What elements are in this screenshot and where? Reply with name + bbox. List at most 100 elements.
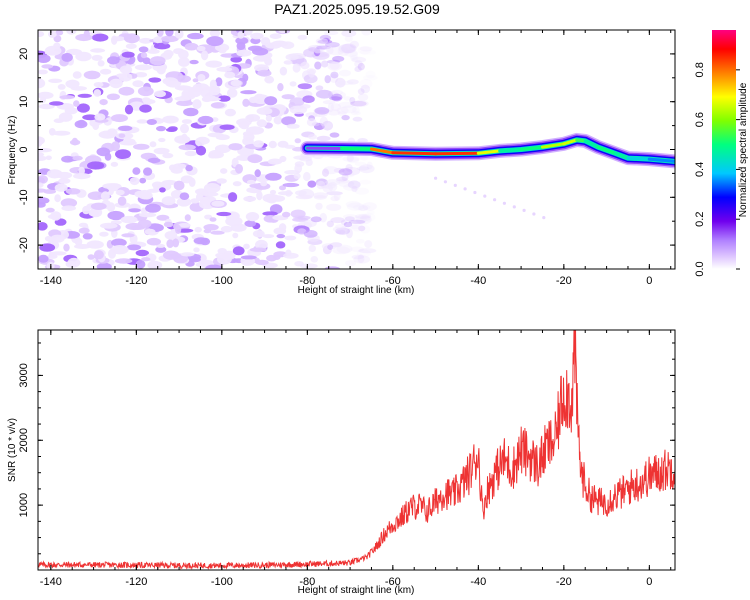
noise-blob bbox=[284, 170, 300, 175]
colorbar-tick-label: 0.8 bbox=[694, 62, 706, 77]
colorbar-tick-label: 0.4 bbox=[694, 162, 706, 177]
noise-blob bbox=[88, 209, 99, 217]
noise-blob bbox=[195, 145, 207, 156]
noise-blob bbox=[141, 97, 151, 103]
y-tick-label: -10 bbox=[18, 189, 30, 205]
noise-blob bbox=[310, 255, 319, 263]
noise-blob bbox=[226, 88, 238, 98]
noise-blob bbox=[345, 228, 353, 239]
noise-blob bbox=[161, 35, 179, 43]
noise-blob bbox=[118, 86, 135, 96]
noise-blob bbox=[44, 51, 61, 55]
x-tick-label: -20 bbox=[556, 576, 572, 588]
noise-blob bbox=[107, 56, 120, 65]
noise-blob bbox=[255, 259, 269, 265]
noise-blob bbox=[327, 109, 341, 116]
noise-blob bbox=[58, 112, 73, 122]
noise-blob bbox=[66, 30, 77, 35]
noise-blob bbox=[128, 208, 142, 213]
noise-blob bbox=[73, 100, 80, 107]
noise-blob bbox=[262, 234, 275, 239]
noise-blob bbox=[232, 181, 242, 187]
noise-blob bbox=[314, 61, 322, 70]
noise-blob bbox=[342, 166, 361, 176]
noise-blob bbox=[172, 238, 180, 248]
noise-blob bbox=[54, 194, 61, 203]
x-tick-label: -40 bbox=[470, 576, 486, 588]
noise-blob bbox=[356, 249, 371, 258]
noise-blob bbox=[308, 244, 316, 252]
noise-blob bbox=[72, 71, 82, 79]
noise-blob bbox=[209, 30, 221, 38]
noise-blob bbox=[205, 60, 223, 68]
noise-blob bbox=[336, 107, 349, 114]
noise-blob bbox=[65, 79, 80, 89]
noise-blob bbox=[366, 161, 373, 170]
noise-blob bbox=[143, 167, 153, 176]
noise-blob bbox=[82, 233, 93, 240]
noise-blob bbox=[277, 83, 284, 92]
noise-blob bbox=[242, 98, 250, 107]
noise-blob bbox=[350, 111, 361, 116]
noise-blob bbox=[38, 137, 43, 147]
x-tick-label: 0 bbox=[646, 576, 652, 588]
noise-blob bbox=[336, 176, 348, 182]
noise-blob bbox=[297, 83, 313, 90]
x-tick-label: -20 bbox=[556, 275, 572, 287]
noise-blob bbox=[38, 222, 48, 231]
x-tick-label: -80 bbox=[299, 576, 315, 588]
noise-blob bbox=[279, 66, 288, 76]
noise-blob bbox=[38, 155, 47, 161]
noise-blob bbox=[265, 172, 282, 181]
noise-blob bbox=[216, 178, 227, 184]
noise-blob bbox=[146, 49, 160, 54]
y-tick-label: 3000 bbox=[18, 363, 30, 387]
snr-x-label: Height of straight line (km) bbox=[298, 585, 415, 596]
noise-blob bbox=[200, 50, 209, 61]
noise-blob bbox=[185, 164, 193, 172]
noise-blob bbox=[338, 101, 355, 108]
noise-blob bbox=[106, 93, 120, 101]
noise-blob bbox=[356, 166, 370, 171]
noise-blob bbox=[156, 214, 170, 221]
noise-blob bbox=[265, 42, 282, 49]
noise-blob bbox=[179, 192, 190, 200]
noise-blob bbox=[244, 220, 256, 228]
noise-blob bbox=[78, 227, 90, 234]
noise-blob bbox=[55, 30, 64, 36]
noise-blob bbox=[300, 61, 310, 70]
noise-blob bbox=[357, 62, 365, 71]
noise-blob bbox=[316, 45, 331, 50]
noise-blob bbox=[269, 33, 282, 39]
noise-blob bbox=[156, 64, 166, 75]
noise-blob bbox=[297, 34, 308, 40]
noise-blob bbox=[100, 191, 110, 201]
signal-ridge-core bbox=[370, 147, 395, 155]
noise-blob bbox=[188, 256, 201, 263]
noise-blob bbox=[225, 216, 243, 227]
noise-blob bbox=[315, 38, 329, 45]
noise-blob bbox=[220, 225, 233, 233]
spectrogram-panel: -140 -120 -100 -80 -60 -40 -20 0 20 10 0 -10 -20 Hei… bbox=[7, 29, 676, 296]
noise-blob bbox=[49, 101, 64, 106]
noise-blob bbox=[126, 244, 141, 251]
noise-blob bbox=[332, 246, 351, 255]
noise-blob bbox=[86, 240, 104, 249]
noise-blob bbox=[307, 134, 317, 140]
noise-blob bbox=[270, 195, 286, 202]
noise-blob bbox=[216, 66, 233, 72]
noise-blob bbox=[161, 179, 177, 186]
noise-blob bbox=[207, 132, 224, 138]
noise-blob bbox=[132, 80, 144, 88]
y-tick-label: 1000 bbox=[18, 493, 30, 517]
noise-blob bbox=[243, 30, 253, 36]
noise-blob bbox=[72, 155, 83, 161]
noise-blob bbox=[285, 249, 292, 257]
noise-blob bbox=[110, 161, 119, 167]
noise-blob bbox=[342, 156, 360, 162]
noise-blob bbox=[87, 161, 105, 170]
noise-blob bbox=[38, 103, 55, 110]
noise-blob bbox=[295, 194, 313, 200]
noise-blob bbox=[92, 122, 99, 130]
noise-blob bbox=[133, 143, 150, 150]
